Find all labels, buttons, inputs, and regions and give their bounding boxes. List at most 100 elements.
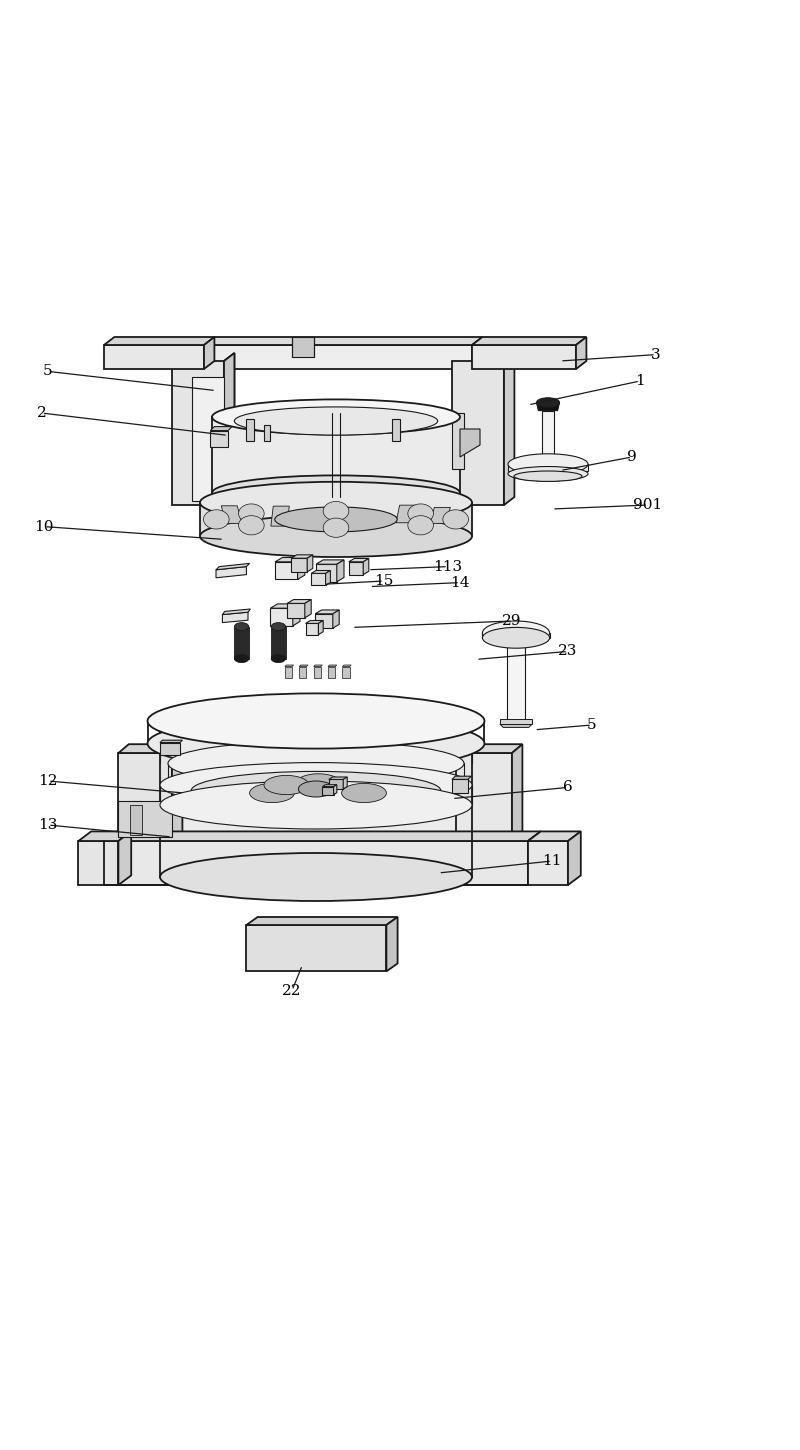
- Polygon shape: [172, 744, 182, 877]
- Ellipse shape: [342, 783, 386, 803]
- Polygon shape: [298, 557, 305, 580]
- Ellipse shape: [234, 622, 249, 631]
- Polygon shape: [271, 626, 286, 658]
- Ellipse shape: [271, 654, 286, 663]
- Polygon shape: [328, 667, 335, 677]
- Polygon shape: [204, 336, 214, 368]
- Ellipse shape: [234, 407, 438, 435]
- Polygon shape: [246, 925, 386, 972]
- Ellipse shape: [482, 621, 550, 645]
- Polygon shape: [275, 561, 298, 580]
- Polygon shape: [311, 570, 330, 573]
- Polygon shape: [507, 638, 525, 721]
- Polygon shape: [456, 744, 522, 753]
- Polygon shape: [210, 426, 232, 431]
- Polygon shape: [452, 361, 504, 505]
- Ellipse shape: [298, 782, 334, 798]
- Polygon shape: [318, 621, 323, 635]
- Polygon shape: [287, 599, 311, 603]
- Ellipse shape: [271, 622, 286, 631]
- Polygon shape: [224, 352, 234, 429]
- Text: 5: 5: [587, 718, 597, 732]
- Polygon shape: [314, 666, 322, 667]
- Polygon shape: [305, 599, 311, 618]
- Text: 9: 9: [627, 450, 637, 464]
- Polygon shape: [104, 336, 214, 345]
- Ellipse shape: [147, 716, 485, 771]
- Polygon shape: [452, 780, 468, 793]
- Polygon shape: [311, 573, 326, 586]
- Polygon shape: [306, 624, 318, 635]
- Polygon shape: [210, 431, 228, 447]
- Polygon shape: [337, 560, 344, 581]
- Polygon shape: [452, 413, 464, 468]
- Polygon shape: [315, 610, 339, 613]
- Ellipse shape: [234, 654, 249, 663]
- Polygon shape: [342, 510, 361, 529]
- Polygon shape: [349, 558, 369, 561]
- Polygon shape: [270, 603, 300, 608]
- Ellipse shape: [147, 693, 485, 748]
- Polygon shape: [333, 610, 339, 628]
- Text: 23: 23: [558, 644, 578, 658]
- Ellipse shape: [542, 455, 554, 465]
- Polygon shape: [293, 603, 300, 626]
- Ellipse shape: [200, 515, 472, 557]
- Ellipse shape: [238, 505, 264, 523]
- Ellipse shape: [160, 763, 472, 808]
- Polygon shape: [216, 567, 246, 577]
- Polygon shape: [224, 352, 234, 505]
- Polygon shape: [104, 345, 204, 368]
- Polygon shape: [460, 429, 480, 457]
- Polygon shape: [285, 666, 294, 667]
- Ellipse shape: [160, 697, 472, 745]
- Polygon shape: [222, 609, 250, 615]
- Ellipse shape: [238, 516, 264, 535]
- Polygon shape: [349, 561, 363, 574]
- Polygon shape: [314, 667, 321, 677]
- Polygon shape: [78, 831, 131, 841]
- Polygon shape: [292, 336, 314, 357]
- Polygon shape: [104, 841, 528, 884]
- Ellipse shape: [160, 853, 472, 900]
- Polygon shape: [216, 564, 250, 570]
- Polygon shape: [316, 560, 344, 564]
- Polygon shape: [316, 564, 337, 581]
- Polygon shape: [234, 626, 249, 658]
- Polygon shape: [576, 336, 586, 368]
- Ellipse shape: [537, 397, 559, 407]
- Polygon shape: [386, 916, 398, 972]
- Polygon shape: [299, 666, 308, 667]
- Polygon shape: [392, 419, 400, 441]
- Text: 13: 13: [38, 818, 58, 832]
- Ellipse shape: [514, 471, 582, 481]
- Polygon shape: [512, 744, 522, 877]
- Polygon shape: [104, 831, 541, 841]
- Polygon shape: [456, 753, 512, 877]
- Polygon shape: [264, 425, 270, 441]
- Polygon shape: [328, 666, 337, 667]
- Polygon shape: [287, 603, 305, 618]
- Polygon shape: [160, 742, 180, 755]
- Ellipse shape: [275, 507, 398, 532]
- Polygon shape: [329, 780, 343, 789]
- Polygon shape: [275, 557, 305, 561]
- Text: 5: 5: [43, 364, 53, 378]
- Polygon shape: [528, 841, 568, 884]
- Ellipse shape: [482, 628, 550, 648]
- Polygon shape: [160, 721, 472, 877]
- Polygon shape: [172, 361, 224, 505]
- Polygon shape: [118, 744, 182, 753]
- Polygon shape: [568, 831, 581, 884]
- Text: 113: 113: [434, 560, 462, 574]
- Polygon shape: [342, 666, 351, 667]
- Polygon shape: [528, 831, 541, 884]
- Polygon shape: [285, 667, 292, 677]
- Polygon shape: [291, 558, 307, 571]
- Polygon shape: [452, 776, 471, 780]
- Polygon shape: [299, 667, 306, 677]
- Text: 6: 6: [563, 780, 573, 795]
- Polygon shape: [271, 506, 290, 526]
- Ellipse shape: [508, 467, 588, 481]
- Polygon shape: [118, 800, 172, 837]
